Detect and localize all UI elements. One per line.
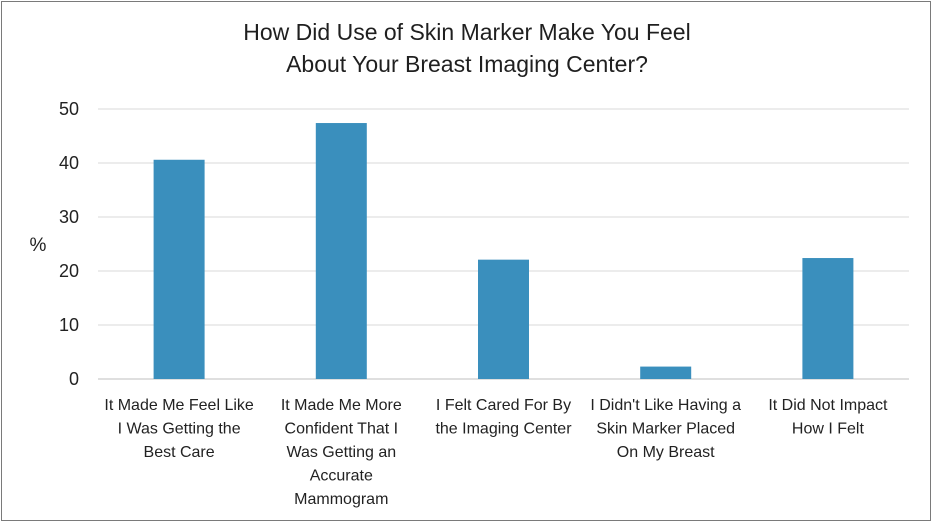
y-tick-label: 20 xyxy=(59,261,79,281)
y-tick-label: 50 xyxy=(59,99,79,119)
y-tick-label: 0 xyxy=(69,369,79,389)
chart-title: How Did Use of Skin Marker Make You Feel… xyxy=(0,16,934,80)
chart-title-line-1: How Did Use of Skin Marker Make You Feel xyxy=(243,19,691,45)
category-label: Confident That I xyxy=(285,421,399,438)
category-label: the Imaging Center xyxy=(435,421,572,438)
chart-title-line-2: About Your Breast Imaging Center? xyxy=(286,51,648,77)
category-label: It Did Not Impact xyxy=(768,397,888,414)
y-axis-ticks: 0 10 20 30 40 50 xyxy=(59,99,79,389)
y-tick-label: 10 xyxy=(59,315,79,335)
category-label: Was Getting an xyxy=(286,444,396,461)
bar xyxy=(315,123,367,379)
category-label: It Made Me More xyxy=(281,397,402,414)
x-axis-categories: It Made Me Feel Like I Was Getting the Bes… xyxy=(104,397,888,508)
category-label: Best Care xyxy=(144,444,215,461)
category-label: It Made Me Feel Like xyxy=(104,397,254,414)
bar xyxy=(153,159,205,379)
category-label: I Was Getting the xyxy=(118,421,241,438)
y-axis-label: % xyxy=(30,235,47,256)
category-label: On My Breast xyxy=(617,444,715,461)
y-tick-label: 40 xyxy=(59,153,79,173)
bar xyxy=(802,258,854,379)
category-label: How I Felt xyxy=(792,421,865,438)
bars xyxy=(153,123,854,379)
category-label: I Didn't Like Having a xyxy=(590,397,741,414)
bar xyxy=(640,366,692,379)
category-label: Skin Marker Placed xyxy=(596,421,735,438)
category-label: Accurate xyxy=(310,468,373,485)
bar xyxy=(478,259,529,379)
y-tick-label: 30 xyxy=(59,207,79,227)
category-label: Mammogram xyxy=(294,491,388,508)
category-label: I Felt Cared For By xyxy=(436,397,571,414)
